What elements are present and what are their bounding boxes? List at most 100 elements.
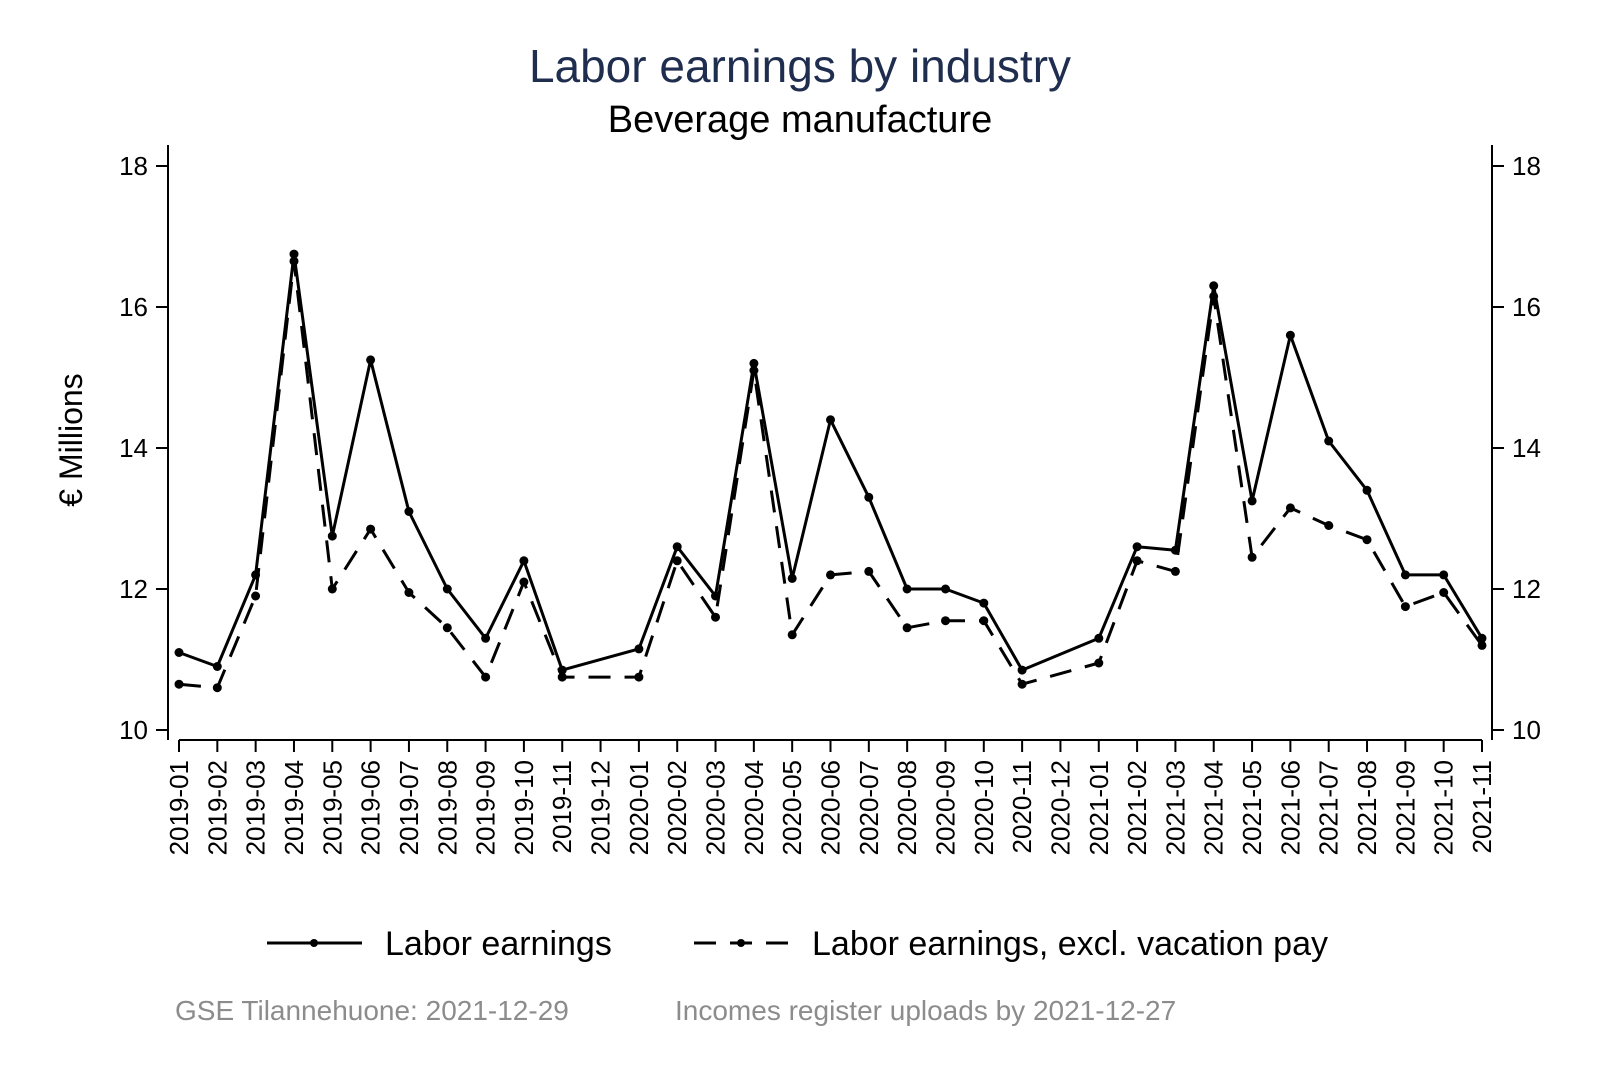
data-point xyxy=(902,623,912,633)
x-tick-label: 2021-02 xyxy=(1122,760,1152,855)
y-tick-label: 14 xyxy=(119,433,148,463)
x-tick-label: 2019-10 xyxy=(509,760,539,855)
data-point xyxy=(1247,496,1257,506)
legend-marker-icon xyxy=(310,939,318,947)
legend-marker-icon xyxy=(737,939,745,947)
x-tick-label: 2021-06 xyxy=(1275,760,1305,855)
x-tick-label: 2021-01 xyxy=(1084,760,1114,855)
data-point xyxy=(941,616,950,626)
chart-title: Labor earnings by industry xyxy=(529,40,1071,92)
data-point xyxy=(711,612,720,622)
x-tick-label: 2019-04 xyxy=(279,760,309,855)
data-point xyxy=(749,366,759,375)
x-tick-label: 2020-04 xyxy=(739,760,769,855)
footer-uploads-note: Incomes register uploads by 2021-12-27 xyxy=(675,995,1176,1026)
data-point xyxy=(1017,679,1027,689)
data-point xyxy=(174,679,184,689)
data-point xyxy=(1132,556,1142,566)
data-point xyxy=(1362,535,1372,545)
x-tick-label: 2020-11 xyxy=(1007,760,1037,854)
y-tick-label-right: 18 xyxy=(1512,151,1541,181)
legend-label-excl-vacation-pay: Labor earnings, excl. vacation pay xyxy=(812,925,1328,963)
x-tick-label: 2020-12 xyxy=(1045,760,1075,855)
x-tick-label: 2021-10 xyxy=(1429,760,1459,855)
data-point xyxy=(404,507,414,516)
data-point xyxy=(1477,640,1487,650)
data-point xyxy=(787,630,797,640)
legend-item-labor-earnings-excl-vacation-pay: Labor earnings, excl. vacation pay xyxy=(694,925,1328,963)
x-tick-label: 2020-08 xyxy=(892,760,922,855)
data-point xyxy=(251,591,261,601)
x-tick-label: 2021-05 xyxy=(1237,760,1267,855)
x-tick-label: 2019-05 xyxy=(317,760,347,855)
x-tick-label: 2021-08 xyxy=(1352,760,1382,855)
data-point xyxy=(519,577,529,587)
chart-subtitle: Beverage manufacture xyxy=(608,99,992,141)
data-point xyxy=(1400,570,1410,580)
data-point xyxy=(366,355,376,365)
data-point xyxy=(212,662,222,671)
data-point xyxy=(634,644,644,654)
data-point xyxy=(1439,588,1449,597)
x-tick-label: 2021-04 xyxy=(1199,760,1229,855)
y-tick-label-right: 12 xyxy=(1512,574,1541,604)
data-point xyxy=(1094,633,1104,643)
data-point xyxy=(289,256,299,266)
legend-label-labor-earnings: Labor earnings xyxy=(385,925,612,963)
data-point xyxy=(327,584,337,594)
data-point xyxy=(1170,566,1180,576)
x-tick-label: 2019-08 xyxy=(432,760,462,855)
data-point xyxy=(366,524,376,534)
data-point xyxy=(442,584,452,594)
y-tick-label: 18 xyxy=(119,151,148,181)
x-tick-label: 2020-07 xyxy=(854,760,884,855)
data-point xyxy=(1132,542,1142,552)
data-point xyxy=(1324,521,1334,530)
y-tick-label-right: 10 xyxy=(1512,715,1541,745)
data-point xyxy=(1285,503,1295,513)
x-tick-label: 2020-05 xyxy=(777,760,807,855)
data-point xyxy=(442,623,452,633)
y-tick-label: 12 xyxy=(119,574,148,604)
data-point xyxy=(826,570,835,580)
data-point xyxy=(1094,658,1104,668)
x-tick-label: 2019-11 xyxy=(547,760,577,854)
x-tick-label: 2020-09 xyxy=(930,760,960,855)
x-tick-label: 2019-06 xyxy=(356,760,386,855)
data-point xyxy=(1324,436,1334,446)
x-tick-label: 2020-03 xyxy=(701,760,731,855)
data-point xyxy=(979,616,989,626)
data-point xyxy=(1017,665,1027,675)
x-tick-label: 2019-07 xyxy=(394,760,424,855)
y-tick-label: 10 xyxy=(119,715,148,745)
legend: Labor earnings Labor earnings, excl. vac… xyxy=(267,925,1328,963)
y-ticks-right: 10 12 14 16 18 xyxy=(1492,151,1541,745)
data-point xyxy=(404,588,414,597)
data-point xyxy=(634,672,644,682)
series-line-0 xyxy=(178,252,1484,672)
x-tick-label: 2019-09 xyxy=(471,760,501,855)
data-point xyxy=(826,415,835,425)
data-point xyxy=(864,566,874,576)
x-tick-label: 2020-01 xyxy=(624,760,654,855)
x-tick-label: 2020-06 xyxy=(816,760,846,855)
data-point xyxy=(174,648,184,657)
x-tick-label: 2019-02 xyxy=(202,760,232,855)
x-tick-label: 2019-01 xyxy=(164,760,194,855)
legend-item-labor-earnings: Labor earnings xyxy=(267,925,612,963)
x-tick-label: 2019-03 xyxy=(241,760,271,855)
data-point xyxy=(672,556,682,566)
data-point xyxy=(1400,602,1410,612)
data-point xyxy=(1285,330,1295,340)
x-tick-label: 2021-11 xyxy=(1467,760,1497,854)
data-point xyxy=(1362,485,1372,495)
data-point xyxy=(1209,281,1219,291)
y-axis-label: € Millions xyxy=(53,373,89,506)
data-point xyxy=(1209,291,1219,301)
y-tick-label-right: 14 xyxy=(1512,433,1541,463)
data-point xyxy=(481,633,491,643)
footer-source-note: GSE Tilannehuone: 2021-12-29 xyxy=(175,995,569,1026)
x-tick-label: 2021-03 xyxy=(1160,760,1190,855)
x-tick-label: 2021-07 xyxy=(1314,760,1344,855)
data-point xyxy=(519,556,529,566)
